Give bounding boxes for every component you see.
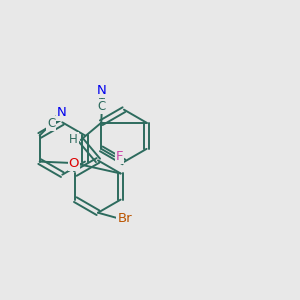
Text: F: F bbox=[116, 150, 123, 163]
Text: N: N bbox=[97, 84, 107, 98]
Text: H: H bbox=[69, 134, 78, 146]
Text: C: C bbox=[47, 117, 56, 130]
Text: Br: Br bbox=[117, 212, 132, 225]
Text: N: N bbox=[57, 106, 66, 119]
Text: O: O bbox=[69, 157, 79, 169]
Text: C: C bbox=[98, 100, 106, 113]
